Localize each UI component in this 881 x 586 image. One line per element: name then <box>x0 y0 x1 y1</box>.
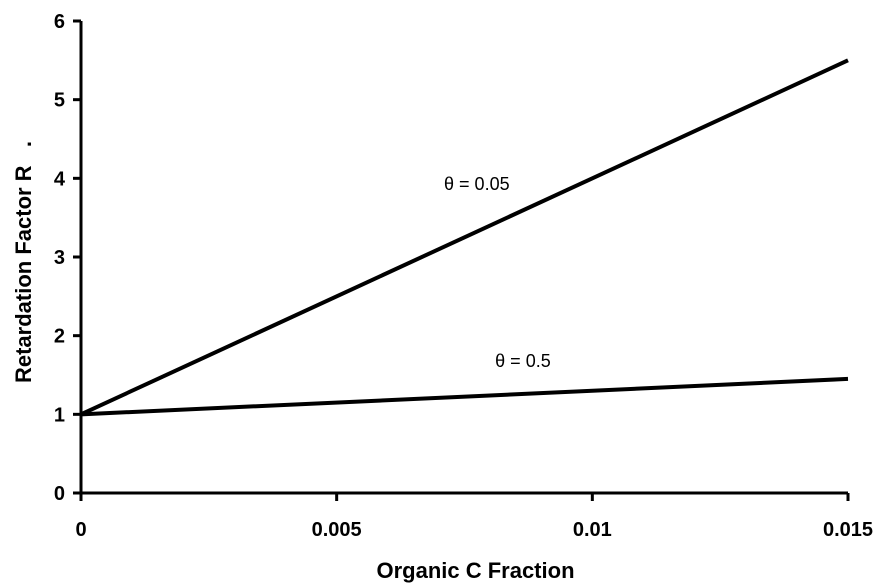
y-tick-label: 4 <box>54 168 66 190</box>
y-axis-title: Retardation Factor R . <box>11 141 36 383</box>
labels-layer: 0 1 2 3 4 5 6 0 0.005 0.01 0.015 <box>54 11 873 541</box>
x-tick-label: 0.005 <box>312 519 362 541</box>
y-tick-label: 0 <box>54 483 65 505</box>
annotation-layer: θ = 0.05 θ = 0.5 <box>444 174 551 371</box>
y-tick-label: 3 <box>54 247 65 269</box>
series-layer <box>80 58 849 417</box>
line-annotation: θ = 0.5 <box>495 351 551 371</box>
x-tick-label: 0 <box>75 519 86 541</box>
x-tick-label: 0.01 <box>573 519 612 541</box>
line-annotation: θ = 0.05 <box>444 174 510 194</box>
y-tick-label: 6 <box>54 11 65 33</box>
y-tick-label: 2 <box>54 326 65 348</box>
series-line-1 <box>80 58 849 417</box>
y-tick-label: 5 <box>54 90 65 112</box>
series-line-2 <box>80 376 849 417</box>
y-tick-label: 1 <box>54 404 65 426</box>
x-axis-title: Organic C Fraction <box>376 558 574 583</box>
ticks-layer <box>73 19 850 501</box>
x-tick-label: 0.015 <box>823 519 873 541</box>
